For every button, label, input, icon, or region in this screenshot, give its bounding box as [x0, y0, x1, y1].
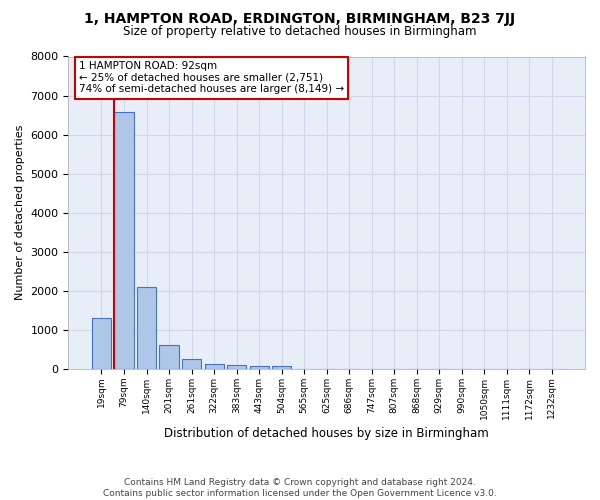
Bar	[92, 318, 111, 369]
Bar	[160, 344, 179, 369]
Bar	[137, 287, 156, 369]
Bar	[227, 365, 246, 369]
Bar	[205, 364, 224, 369]
Text: Contains HM Land Registry data © Crown copyright and database right 2024.
Contai: Contains HM Land Registry data © Crown c…	[103, 478, 497, 498]
Bar	[115, 112, 134, 369]
Bar	[250, 366, 269, 369]
Text: Size of property relative to detached houses in Birmingham: Size of property relative to detached ho…	[123, 25, 477, 38]
Y-axis label: Number of detached properties: Number of detached properties	[15, 125, 25, 300]
X-axis label: Distribution of detached houses by size in Birmingham: Distribution of detached houses by size …	[164, 427, 489, 440]
Text: 1, HAMPTON ROAD, ERDINGTON, BIRMINGHAM, B23 7JJ: 1, HAMPTON ROAD, ERDINGTON, BIRMINGHAM, …	[85, 12, 515, 26]
Text: 1 HAMPTON ROAD: 92sqm
← 25% of detached houses are smaller (2,751)
74% of semi-d: 1 HAMPTON ROAD: 92sqm ← 25% of detached …	[79, 61, 344, 94]
Bar	[272, 366, 291, 369]
Bar	[182, 358, 201, 369]
